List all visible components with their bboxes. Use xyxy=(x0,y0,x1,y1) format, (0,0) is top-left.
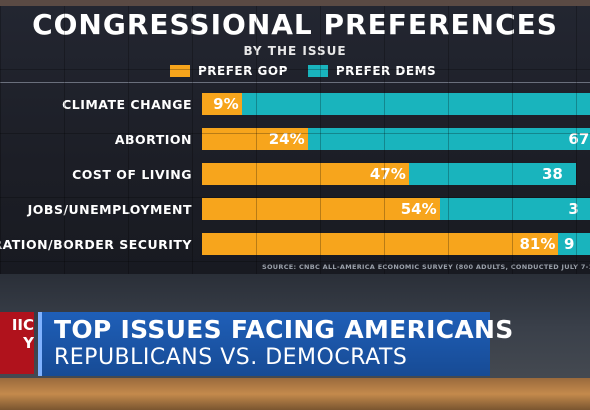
category-label: COST OF LIVING xyxy=(72,167,192,182)
data-label-dems: 38 xyxy=(542,165,563,183)
chart-subtitle: BY THE ISSUE xyxy=(243,44,347,58)
chart-screen: CONGRESSIONAL PREFERENCES BY THE ISSUE P… xyxy=(0,6,590,274)
data-label-gop: 81% xyxy=(519,235,556,253)
legend-swatch-gop xyxy=(170,65,190,77)
lower-third-subhead: REPUBLICANS VS. DEMOCRATS xyxy=(54,345,408,370)
data-label-gop: 9% xyxy=(213,95,239,113)
legend-item-gop: PREFER GOP xyxy=(170,64,288,78)
bar-dems xyxy=(558,233,590,255)
bar-dems xyxy=(307,128,590,150)
network-bug-text: IIC Y xyxy=(0,316,34,352)
bar-gop xyxy=(202,233,559,255)
bug-line-1: IIC xyxy=(11,316,34,334)
data-label-gop: 54% xyxy=(400,200,437,218)
data-label-gop: 47% xyxy=(369,165,406,183)
data-label-gop: 24% xyxy=(268,130,305,148)
category-label: CLIMATE CHANGE xyxy=(62,97,192,112)
legend-label-dems: PREFER DEMS xyxy=(335,64,437,78)
bug-line-2: Y xyxy=(23,334,34,352)
bar-dems xyxy=(408,163,576,185)
bar-gop xyxy=(202,93,242,115)
lower-third-headline: TOP ISSUES FACING AMERICANS xyxy=(54,315,514,344)
bar-dems xyxy=(241,93,590,115)
chart-source-note: SOURCE: CNBC ALL-AMERICA ECONOMIC SURVEY… xyxy=(262,263,590,271)
network-bug xyxy=(0,312,34,374)
legend-label-gop: PREFER GOP xyxy=(198,64,288,78)
bar-gop xyxy=(202,163,409,185)
lower-third-banner: TOP ISSUES FACING AMERICANS REPUBLICANS … xyxy=(38,312,513,376)
data-label-dems: 3 xyxy=(568,200,579,218)
legend-swatch-dems xyxy=(307,65,328,77)
category-label: JOBS/UNEMPLOYMENT xyxy=(27,202,192,217)
studio-desk-band xyxy=(0,378,590,410)
studio-ceiling xyxy=(0,0,590,6)
legend-item-dems: PREFER DEMS xyxy=(307,64,437,78)
bar-gop xyxy=(202,128,308,150)
data-label-dems: 67 xyxy=(568,130,590,148)
bar-dems xyxy=(439,198,590,220)
bar-gop xyxy=(202,198,440,220)
category-label: RATION/BORDER SECURITY xyxy=(0,237,192,252)
chart-title: CONGRESSIONAL PREFERENCES xyxy=(32,8,558,41)
data-label-dems: 9 xyxy=(564,235,575,253)
category-label: ABORTION xyxy=(114,132,192,147)
chart-legend: PREFER GOP PREFER DEMS xyxy=(170,63,436,79)
